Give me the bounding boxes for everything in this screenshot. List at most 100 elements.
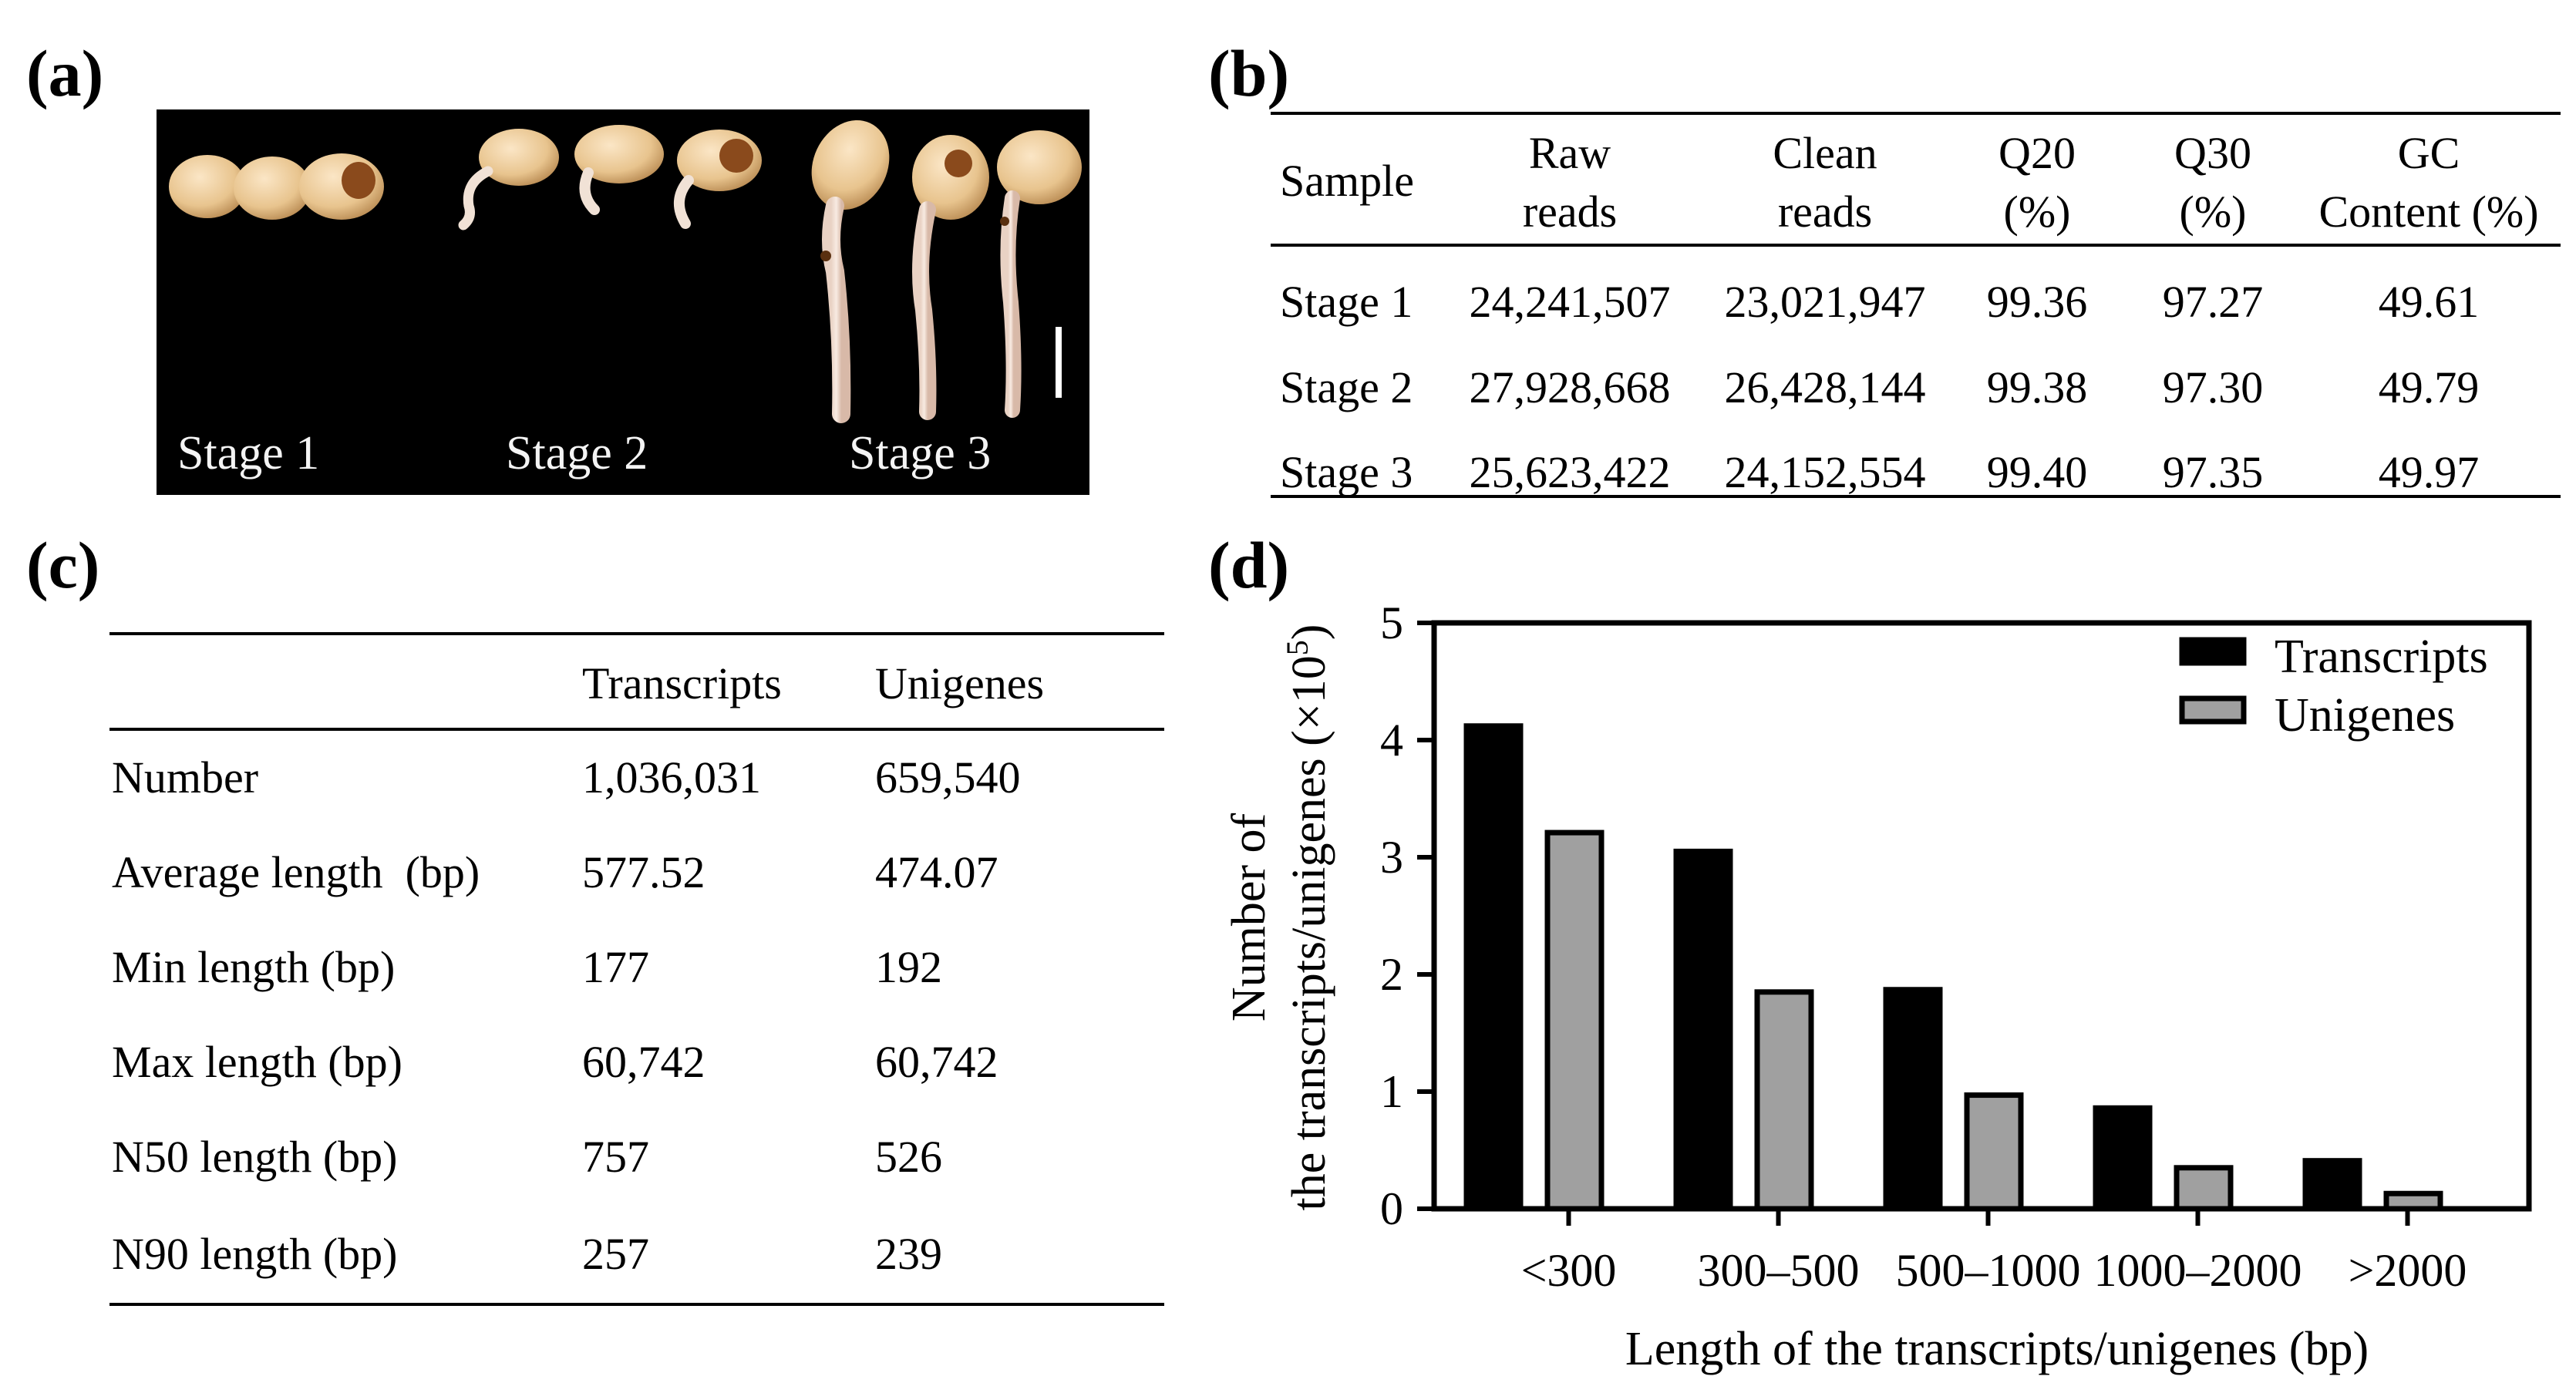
bar-transcripts — [2093, 1105, 2153, 1212]
table-c-cell: 257 — [582, 1229, 649, 1279]
table-b-cell: 49.79 — [2378, 362, 2480, 412]
scale-bar — [1056, 327, 1062, 398]
stage1-seeds — [169, 153, 384, 220]
table-c-cell: 526 — [875, 1132, 942, 1182]
bar-transcripts — [1673, 848, 1733, 1212]
x-tick-label: 1000–2000 — [2094, 1245, 2302, 1296]
chart-legend: Transcripts Unigenes — [2179, 631, 2488, 742]
panel-label-a: (a) — [26, 36, 104, 110]
table-c-cell: Number — [112, 752, 259, 803]
table-b-cell: 27,928,668 — [1469, 362, 1671, 412]
legend-label: Transcripts — [2275, 631, 2488, 683]
legend-label: Unigenes — [2275, 689, 2455, 742]
chart-labels: Length of the transcripts/unigenes (bp) N… — [1223, 624, 2369, 1375]
y-tick-label: 0 — [1380, 1183, 1403, 1234]
table-b-cell: 99.40 — [1986, 447, 2088, 497]
y-tick-label: 4 — [1380, 715, 1403, 766]
table-c-cell: Max length (bp) — [112, 1037, 402, 1087]
table-c-header-transcripts: Transcripts — [582, 658, 782, 708]
table-b-cell: 97.30 — [2162, 362, 2264, 412]
table-b-cell: 26,428,144 — [1724, 362, 1926, 412]
table-b-top-rule — [1271, 112, 2561, 115]
table-c-cell: 60,742 — [875, 1037, 998, 1087]
table-b-cell: 24,241,507 — [1469, 277, 1671, 327]
table-c-cell: 177 — [582, 942, 649, 992]
table-c-header-rule — [109, 728, 1164, 731]
table-b-cell: Stage 2 — [1280, 362, 1413, 412]
table-b-header-q20-1: Q20 — [1999, 128, 2076, 178]
table-c-header-unigenes: Unigenes — [875, 658, 1045, 708]
legend-swatch — [2179, 695, 2247, 725]
table-b-bottom-rule — [1271, 495, 2561, 498]
y-tick-label: 1 — [1380, 1066, 1403, 1117]
y-axis-label-line1: Number of — [1223, 813, 1275, 1021]
table-c-cell: 1,036,031 — [582, 752, 761, 803]
table-b-header-q30-1: Q30 — [2174, 128, 2251, 178]
panel-label-b: (b) — [1208, 36, 1290, 110]
seedling-photo: Stage 1 Stage 2 Stage 3 — [157, 109, 1089, 495]
stage2-seeds — [458, 125, 762, 230]
table-b-cell: 99.38 — [1986, 362, 2088, 412]
bar-unigenes — [2383, 1190, 2443, 1212]
stage3-seeds — [811, 119, 1082, 423]
table-b-cell: 49.61 — [2378, 277, 2480, 327]
table-b-cell: Stage 1 — [1280, 277, 1413, 327]
stage-label-1: Stage 1 — [177, 427, 320, 480]
table-c-bottom-rule — [109, 1303, 1164, 1306]
table-b-header-q20-2: (%) — [2003, 187, 2071, 237]
table-b-header-q30-2: (%) — [2179, 187, 2247, 237]
table-c-cell: N50 length (bp) — [112, 1132, 398, 1182]
y-tick-label: 5 — [1380, 597, 1403, 648]
table-c-cell: Average length (bp) — [112, 847, 480, 897]
table-b-cell: 99.36 — [1986, 277, 2088, 327]
table-c-cell: 577.52 — [582, 847, 705, 897]
table-c-top-rule — [109, 632, 1164, 635]
bar-transcripts — [1883, 987, 1943, 1212]
table-b-cell: Stage 3 — [1280, 447, 1413, 497]
table-c-cell: 757 — [582, 1132, 649, 1182]
x-axis-label: Length of the transcripts/unigenes (bp) — [1625, 1323, 2369, 1375]
table-b-cell: 49.97 — [2378, 447, 2480, 497]
table-c-cell: 60,742 — [582, 1037, 705, 1087]
table-b-header-sample: Sample — [1280, 156, 1414, 206]
bar-unigenes — [1754, 989, 1814, 1212]
table-b-header-clean-1: Clean — [1773, 128, 1877, 178]
table-b-cell: 23,021,947 — [1724, 277, 1926, 327]
bar-unigenes — [1964, 1092, 2024, 1212]
chart-bars — [1463, 723, 2443, 1212]
table-b-cell: 97.27 — [2162, 277, 2264, 327]
legend-swatch — [2179, 637, 2247, 666]
x-tick-label: 500–1000 — [1896, 1245, 2081, 1296]
table-c-cell: 239 — [875, 1229, 942, 1279]
y-axis-label-line2: the transcripts/unigenes (×105) — [1280, 624, 1335, 1211]
bar-unigenes — [2174, 1165, 2234, 1212]
x-tick-label: 300–500 — [1698, 1245, 1860, 1296]
table-b-header-gc-2: Content (%) — [2318, 187, 2539, 237]
stage-label-3: Stage 3 — [849, 427, 992, 480]
table-c-cell: 192 — [875, 942, 942, 992]
stage-label-2: Stage 2 — [506, 427, 648, 480]
table-b-header-clean-2: reads — [1777, 187, 1873, 237]
table-c-cell: N90 length (bp) — [112, 1229, 398, 1279]
x-tick-label: <300 — [1521, 1245, 1617, 1296]
y-tick-label: 2 — [1380, 949, 1403, 1000]
bar-transcripts — [2302, 1158, 2362, 1212]
table-b-cell: 25,623,422 — [1469, 447, 1671, 497]
table-b-cell: 24,152,554 — [1724, 447, 1926, 497]
table-c-cell: 659,540 — [875, 752, 1021, 803]
seedlings-illustration — [169, 119, 1082, 423]
table-b-header-raw-2: reads — [1522, 187, 1618, 237]
table-c-cell: 474.07 — [875, 847, 998, 897]
y-tick-label: 3 — [1380, 832, 1403, 883]
panel-label-c: (c) — [26, 528, 100, 602]
table-b-cell: 97.35 — [2162, 447, 2264, 497]
bar-unigenes — [1544, 829, 1605, 1212]
table-b-header-gc-1: GC — [2397, 128, 2460, 178]
bar-transcripts — [1463, 723, 1524, 1212]
x-tick-label: >2000 — [2349, 1245, 2467, 1296]
table-c-cell: Min length (bp) — [112, 942, 396, 992]
panel-label-d: (d) — [1208, 528, 1290, 602]
table-b-header-rule — [1271, 244, 2561, 247]
table-b-header-raw-1: Raw — [1528, 128, 1611, 178]
